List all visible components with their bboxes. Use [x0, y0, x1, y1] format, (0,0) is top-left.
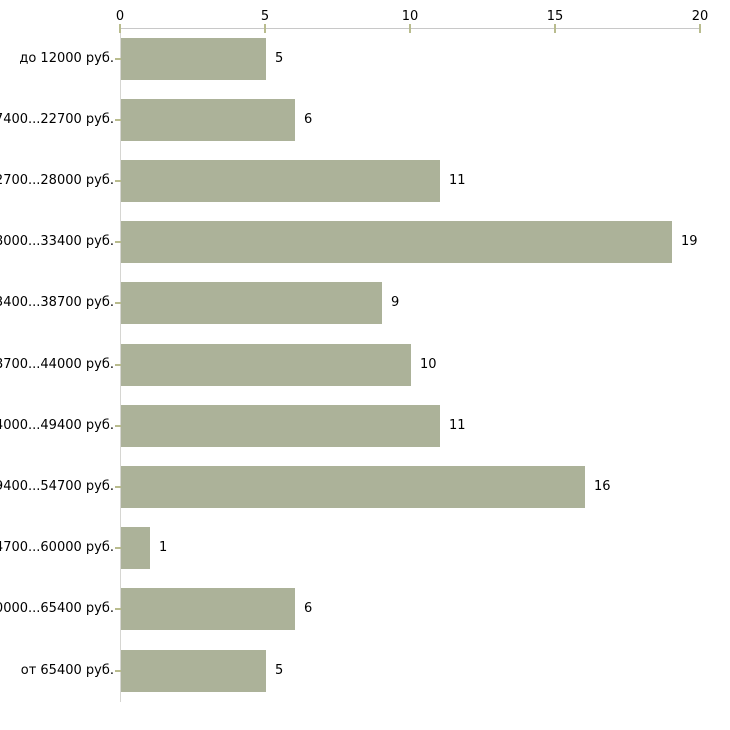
- y-axis-tick: [115, 180, 121, 182]
- y-axis-tick: [115, 486, 121, 488]
- value-label: 10: [420, 357, 437, 372]
- x-axis-tick: [264, 24, 266, 33]
- category-label: от 65400 руб.: [20, 663, 114, 678]
- value-label: 5: [275, 663, 284, 678]
- bar: [121, 527, 150, 569]
- category-label: 44000...49400 руб.: [0, 418, 114, 433]
- value-label: 9: [391, 295, 400, 310]
- category-label: до 12000 руб.: [19, 51, 114, 66]
- x-axis-tick: [554, 24, 556, 33]
- y-axis-tick: [115, 58, 121, 60]
- y-axis-tick: [115, 241, 121, 243]
- value-label: 19: [681, 234, 698, 249]
- category-label: 49400...54700 руб.: [0, 479, 114, 494]
- value-label: 6: [304, 601, 313, 616]
- bar: [121, 588, 295, 630]
- value-label: 6: [304, 112, 313, 127]
- bar: [121, 466, 585, 508]
- bar: [121, 221, 672, 263]
- value-label: 11: [449, 418, 466, 433]
- y-axis-tick: [115, 608, 121, 610]
- value-label: 11: [449, 173, 466, 188]
- y-axis-tick: [115, 425, 121, 427]
- bar: [121, 650, 266, 692]
- category-label: 22700...28000 руб.: [0, 173, 114, 188]
- y-axis-tick: [115, 364, 121, 366]
- bar: [121, 160, 440, 202]
- x-axis-tick-label: 5: [260, 9, 270, 24]
- y-axis-tick: [115, 119, 121, 121]
- y-axis-tick: [115, 547, 121, 549]
- bar: [121, 38, 266, 80]
- bar: [121, 405, 440, 447]
- y-axis-tick: [115, 302, 121, 304]
- value-label: 16: [594, 479, 611, 494]
- x-axis-tick: [409, 24, 411, 33]
- y-axis-tick: [115, 670, 121, 672]
- category-label: 60000...65400 руб.: [0, 601, 114, 616]
- bar: [121, 99, 295, 141]
- bar: [121, 344, 411, 386]
- x-axis-tick-label: 15: [546, 9, 564, 24]
- category-label: 54700...60000 руб.: [0, 540, 114, 555]
- x-axis-tick: [119, 24, 121, 33]
- category-label: 38700...44000 руб.: [0, 357, 114, 372]
- category-label: 17400...22700 руб.: [0, 112, 114, 127]
- value-label: 1: [159, 540, 168, 555]
- x-axis-tick-label: 10: [401, 9, 419, 24]
- x-axis-tick: [699, 24, 701, 33]
- x-axis-tick-label: 20: [691, 9, 709, 24]
- category-label: 28000...33400 руб.: [0, 234, 114, 249]
- bar: [121, 282, 382, 324]
- category-label: 33400...38700 руб.: [0, 295, 114, 310]
- x-axis-tick-label: 0: [115, 9, 125, 24]
- value-label: 5: [275, 51, 284, 66]
